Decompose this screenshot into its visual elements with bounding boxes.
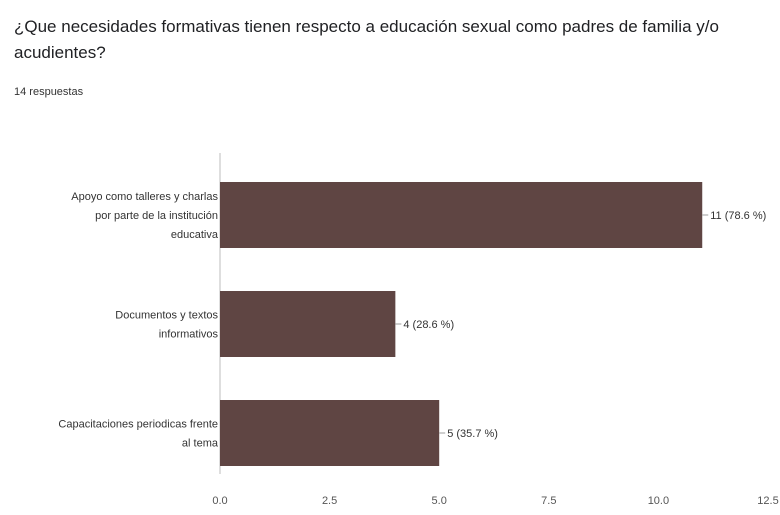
data-label: 5 (35.7 %) xyxy=(447,428,498,440)
x-tick-label: 7.5 xyxy=(541,495,556,507)
bar xyxy=(220,400,440,466)
category-label-line: Capacitaciones periodicas frente xyxy=(58,419,218,431)
category-label-line: Apoyo como talleres y charlas xyxy=(71,191,218,203)
x-tick-label: 10.0 xyxy=(648,495,669,507)
category-label: Documentos y textos informativos xyxy=(115,310,218,341)
bar xyxy=(220,182,703,248)
category-label-line: por parte de la institución xyxy=(95,210,218,222)
category-label-line: al tema xyxy=(182,438,219,450)
question-title: ¿Que necesidades formativas tienen respe… xyxy=(14,17,719,62)
category-label-line: educativa xyxy=(171,229,219,241)
category-label: Apoyo como talleres y charlas por parte d… xyxy=(71,191,219,241)
data-label: 4 (28.6 %) xyxy=(403,319,454,331)
x-tick-label: 2.5 xyxy=(322,495,337,507)
category-label-line: Documentos y textos xyxy=(115,310,218,322)
x-tick-label: 5.0 xyxy=(432,495,447,507)
response-count: 14 respuestas xyxy=(14,86,84,98)
x-tick-label: 12.5 xyxy=(757,495,778,507)
bar xyxy=(220,291,396,357)
category-label: Capacitaciones periodicas frente al tema xyxy=(58,419,218,450)
data-label: 11 (78.6 %) xyxy=(710,210,766,222)
category-label-line: informativos xyxy=(159,329,219,341)
x-tick-label: 0.0 xyxy=(212,495,227,507)
